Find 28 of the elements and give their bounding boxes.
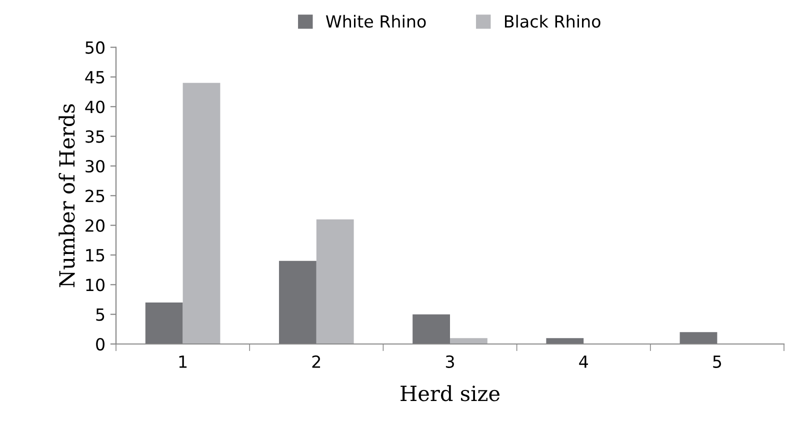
legend-label: White Rhino — [326, 14, 426, 28]
y-tick-label: 20 — [86, 219, 104, 232]
bar — [316, 219, 354, 344]
x-tick-label: 5 — [713, 356, 722, 368]
x-tick-label: 4 — [579, 356, 588, 368]
x-axis-title: Herd size — [400, 385, 500, 402]
y-tick-label: 45 — [85, 71, 104, 84]
bar — [278, 260, 316, 344]
bar — [182, 82, 220, 344]
y-tick-label: 50 — [86, 41, 104, 54]
y-tick-label: 5 — [96, 308, 104, 321]
x-tick-label: 2 — [312, 355, 320, 368]
legend-label: Black Rhino — [504, 14, 600, 28]
bar — [412, 314, 450, 344]
bar — [680, 332, 718, 344]
y-tick-label: 25 — [86, 190, 104, 202]
y-tick-label: 0 — [96, 338, 104, 351]
y-tick-label: 40 — [85, 100, 104, 114]
x-tick-label: 1 — [179, 356, 187, 368]
y-tick-label: 10 — [86, 278, 104, 292]
bar — [145, 302, 183, 344]
y-axis-title: Number of Herds — [58, 104, 75, 288]
bar — [450, 338, 488, 344]
y-tick-label: 30 — [86, 160, 104, 173]
x-tick-label: 3 — [446, 355, 454, 368]
y-tick-label: 35 — [86, 130, 104, 143]
y-tick-label: 15 — [86, 249, 104, 262]
bar — [546, 338, 584, 344]
